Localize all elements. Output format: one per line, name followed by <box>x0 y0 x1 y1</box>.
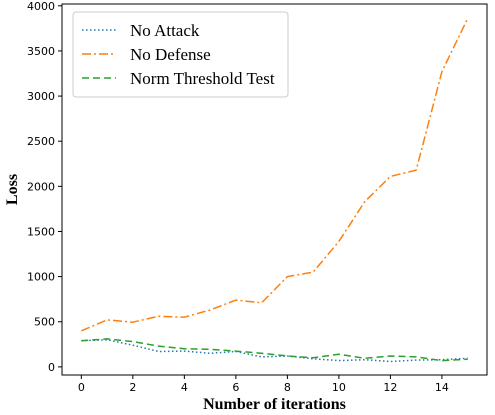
y-axis-ticks: 0 500 1000 1500 2000 2500 3000 3500 4000 <box>27 0 62 374</box>
legend-label-1: No Defense <box>130 45 211 64</box>
y-axis-label: Loss <box>4 174 21 205</box>
y-tick-label-8: 4000 <box>27 0 55 13</box>
series-line-1 <box>81 18 469 332</box>
y-tick-label-4: 2000 <box>27 180 55 193</box>
x-tick-label-5: 10 <box>332 381 346 394</box>
y-tick-label-3: 1500 <box>27 225 55 238</box>
y-tick-label-1: 500 <box>34 316 55 329</box>
y-tick-label-7: 3500 <box>27 45 55 58</box>
series-layer <box>81 18 469 363</box>
legend: No Attack No Defense Norm Threshold Test <box>72 11 289 98</box>
legend-box <box>72 11 289 98</box>
x-tick-label-0: 0 <box>78 381 85 394</box>
y-tick-label-2: 1000 <box>27 271 55 284</box>
x-tick-label-7: 14 <box>435 381 449 394</box>
x-axis-label: Number of iterations <box>203 396 346 413</box>
x-tick-label-4: 8 <box>284 381 291 394</box>
x-tick-label-2: 4 <box>181 381 188 394</box>
legend-label-2: Norm Threshold Test <box>130 69 275 88</box>
x-tick-label-3: 6 <box>232 381 239 394</box>
x-axis-ticks: 0 2 4 6 8 10 12 14 <box>78 375 449 394</box>
series-line-2 <box>81 338 468 362</box>
x-tick-label-6: 12 <box>383 381 397 394</box>
legend-items: No Attack No Defense Norm Threshold Test <box>82 21 275 88</box>
y-tick-label-0: 0 <box>48 361 55 374</box>
plot-frame <box>61 3 488 376</box>
series-line-0 <box>81 339 468 363</box>
x-tick-label-1: 2 <box>129 381 136 394</box>
y-tick-label-5: 2500 <box>27 135 55 148</box>
y-tick-label-6: 3000 <box>27 90 55 103</box>
legend-label-0: No Attack <box>130 21 200 40</box>
